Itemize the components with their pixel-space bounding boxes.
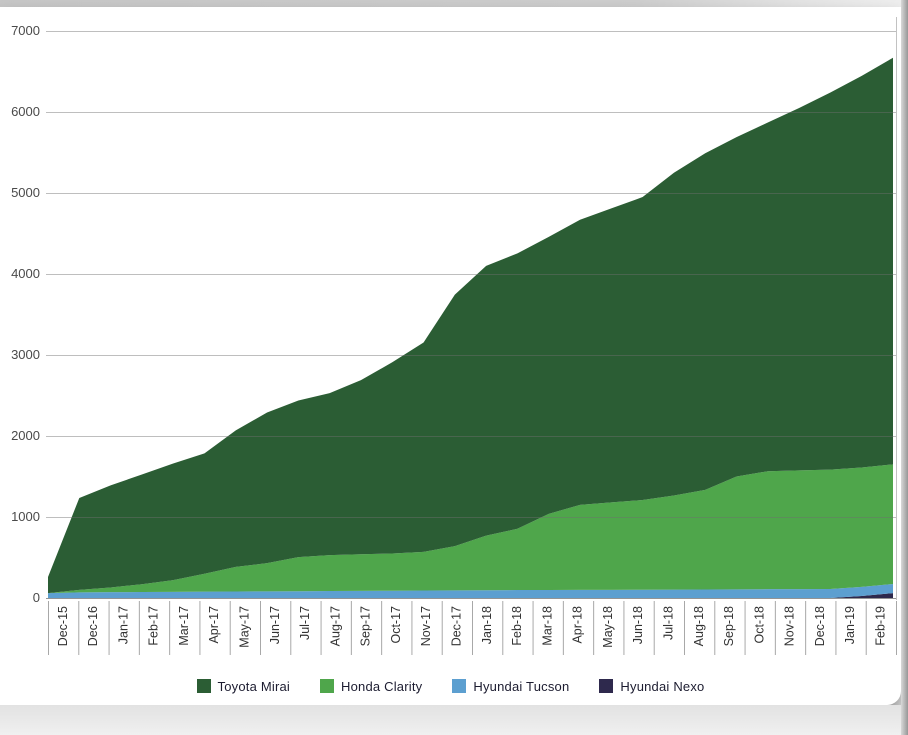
stacked-area-chart: 0 1000 2000 3000 4000 5000 6000 7000 Dec-15 Dec-1… xyxy=(11,17,897,655)
x-tick-label: Nov-18 xyxy=(783,606,797,646)
x-tick-label: Feb-19 xyxy=(873,606,887,646)
x-tick-label: Aug-18 xyxy=(692,606,706,646)
y-tick-label: 5000 xyxy=(11,185,40,200)
x-tick-label: Mar-18 xyxy=(540,606,554,646)
x-tick-label: Jul-17 xyxy=(298,606,312,640)
x-tick-label: Jan-17 xyxy=(116,606,130,644)
y-tick-label: 6000 xyxy=(11,104,40,119)
y-tick-label: 7000 xyxy=(11,23,40,38)
legend-item-hyundai-tucson[interactable]: Hyundai Tucson xyxy=(452,679,569,694)
x-tick-label: Aug-17 xyxy=(328,606,342,646)
x-tick-label: Dec-17 xyxy=(449,606,463,646)
x-tick-label: Mar-17 xyxy=(177,606,191,646)
y-tick-label: 0 xyxy=(33,590,40,605)
x-tick-label: Feb-18 xyxy=(510,606,524,646)
y-tick-label: 4000 xyxy=(11,266,40,281)
x-tick-label: Jun-18 xyxy=(631,606,645,644)
x-tick-label: Jun-17 xyxy=(268,606,282,644)
x-tick-label: Dec-16 xyxy=(86,606,100,646)
x-tick-label: Apr-17 xyxy=(207,606,221,644)
y-tick-label: 2000 xyxy=(11,428,40,443)
legend-label: Toyota Mirai xyxy=(217,678,291,694)
x-tick-label: Feb-17 xyxy=(147,606,161,646)
x-tick-label: Nov-17 xyxy=(419,606,433,646)
x-tick-label: Apr-18 xyxy=(571,606,585,644)
x-tick-label: Sep-17 xyxy=(359,606,373,646)
x-tick-label: Jan-19 xyxy=(843,606,857,644)
x-tick-label: Oct-17 xyxy=(389,606,403,644)
x-tick-label: Oct-18 xyxy=(752,606,766,644)
legend-item-toyota-mirai[interactable]: Toyota Mirai xyxy=(196,678,291,694)
y-tick-label: 3000 xyxy=(11,347,40,362)
chart-legend: Toyota Mirai Honda Clarity Hyundai Tucson H… xyxy=(0,673,901,699)
legend-swatch-icon xyxy=(452,679,467,693)
legend-swatch-icon xyxy=(320,679,335,693)
page-bottom-strip xyxy=(0,705,908,735)
x-tick-label: May-17 xyxy=(237,606,251,648)
window-right-edge xyxy=(901,0,908,735)
area-series-hyundai-tucson xyxy=(48,583,893,598)
area-series-honda-clarity xyxy=(48,464,893,594)
window-top-edge xyxy=(0,0,908,7)
x-tick-label: Jul-18 xyxy=(661,606,675,640)
x-tick-label: Jan-18 xyxy=(480,606,494,644)
x-tick-label: Sep-18 xyxy=(722,606,736,646)
legend-swatch-icon xyxy=(599,679,614,693)
legend-swatch-icon xyxy=(196,679,211,693)
chart-card: 0 1000 2000 3000 4000 5000 6000 7000 Dec-15 Dec-1… xyxy=(0,7,901,705)
legend-label: Honda Clarity xyxy=(341,678,423,694)
y-tick-label: 1000 xyxy=(11,509,40,524)
legend-label: Hyundai Tucson xyxy=(473,678,570,694)
area-series-toyota-mirai xyxy=(48,57,893,594)
x-tick-label: Dec-18 xyxy=(813,606,827,646)
legend-item-hyundai-nexo[interactable]: Hyundai Nexo xyxy=(599,679,704,694)
legend-item-honda-clarity[interactable]: Honda Clarity xyxy=(320,679,422,694)
x-tick-label: Dec-15 xyxy=(56,606,70,646)
x-tick-label: May-18 xyxy=(601,606,615,648)
legend-label: Hyundai Nexo xyxy=(620,678,705,694)
